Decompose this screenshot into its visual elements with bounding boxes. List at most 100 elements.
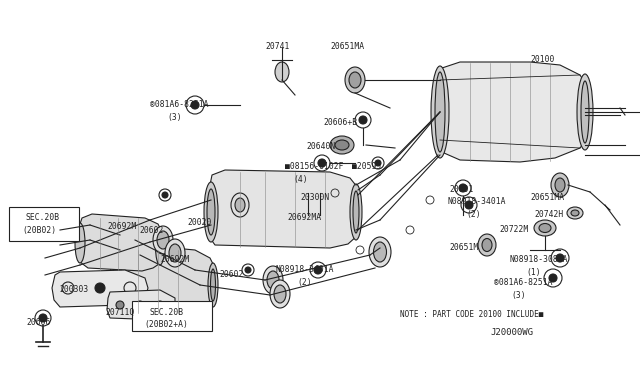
Circle shape [549,274,557,282]
Ellipse shape [555,178,565,192]
Ellipse shape [75,223,85,263]
Ellipse shape [165,239,185,267]
Circle shape [95,283,105,293]
Text: 20606+B: 20606+B [323,118,357,127]
Text: ®081A6-8251A: ®081A6-8251A [150,100,209,109]
Circle shape [116,301,124,309]
Text: 20692MA: 20692MA [287,213,321,222]
Ellipse shape [539,224,551,232]
Text: 20722M: 20722M [499,225,528,234]
Circle shape [556,254,564,262]
Text: ®081A6-8251A: ®081A6-8251A [494,278,552,287]
Ellipse shape [153,226,173,254]
FancyBboxPatch shape [132,301,212,331]
Ellipse shape [335,140,349,150]
Text: (1): (1) [526,268,541,277]
Circle shape [245,267,251,273]
Circle shape [156,301,164,309]
Ellipse shape [263,266,283,294]
Polygon shape [210,170,358,248]
Ellipse shape [435,72,445,152]
Text: 20651MA: 20651MA [530,193,564,202]
Circle shape [162,192,168,198]
Circle shape [39,314,47,322]
Ellipse shape [567,207,583,219]
Text: N08918-3401A: N08918-3401A [447,197,506,206]
Ellipse shape [274,285,286,303]
Text: (2): (2) [466,210,481,219]
Ellipse shape [207,189,215,235]
Text: 20602: 20602 [219,270,243,279]
Text: 20300N: 20300N [300,193,329,202]
Ellipse shape [169,244,181,262]
Ellipse shape [110,254,122,306]
Circle shape [136,301,144,309]
Ellipse shape [482,238,492,251]
Text: (3): (3) [167,113,182,122]
Text: 20606: 20606 [26,318,51,327]
Ellipse shape [369,237,391,267]
Ellipse shape [208,263,218,307]
Text: ■08156-6102F: ■08156-6102F [285,162,344,171]
Ellipse shape [113,261,119,299]
Ellipse shape [581,81,589,143]
Ellipse shape [374,242,387,262]
Text: 20602: 20602 [139,226,163,235]
Ellipse shape [270,280,290,308]
Text: (2): (2) [297,278,312,287]
Ellipse shape [350,184,362,240]
Text: 200303: 200303 [59,285,88,294]
Text: 20020: 20020 [187,218,211,227]
Ellipse shape [157,231,169,249]
Ellipse shape [211,269,216,301]
Ellipse shape [267,271,279,289]
Text: 20741: 20741 [265,42,289,51]
Text: J20000WG: J20000WG [490,328,533,337]
Ellipse shape [204,182,218,242]
Text: ■20595: ■20595 [352,162,381,171]
Text: N08918-3081A: N08918-3081A [509,255,568,264]
Text: 20711Q: 20711Q [105,308,134,317]
Circle shape [459,184,467,192]
Circle shape [191,101,199,109]
Polygon shape [107,290,175,320]
Text: NOTE : PART CODE 20100 INCLUDE■: NOTE : PART CODE 20100 INCLUDE■ [400,310,543,319]
Polygon shape [78,214,162,271]
Ellipse shape [551,173,569,197]
Ellipse shape [478,234,496,256]
Text: (4): (4) [293,175,308,184]
Ellipse shape [571,210,579,216]
Circle shape [375,160,381,166]
Ellipse shape [275,62,289,82]
Text: SEC.20B: SEC.20B [149,308,183,317]
Text: 20692M: 20692M [107,222,136,231]
Circle shape [314,266,322,274]
Text: SEC.20B: SEC.20B [26,213,60,222]
Ellipse shape [534,220,556,236]
Text: 20651MA: 20651MA [330,42,364,51]
Text: 20691: 20691 [449,185,474,194]
Ellipse shape [349,72,361,88]
Ellipse shape [231,193,249,217]
Text: 20640N: 20640N [306,142,335,151]
Circle shape [359,116,367,124]
Circle shape [465,201,473,209]
Text: 20692M: 20692M [160,255,189,264]
Text: 20100: 20100 [530,55,554,64]
Ellipse shape [235,198,245,212]
Text: (3): (3) [511,291,525,300]
Polygon shape [52,270,148,307]
Ellipse shape [431,66,449,158]
Text: (20B02): (20B02) [22,226,56,235]
Ellipse shape [330,136,354,154]
Polygon shape [438,62,590,162]
Polygon shape [114,244,215,314]
Ellipse shape [156,229,164,265]
Ellipse shape [345,67,365,93]
Text: N08918-3401A: N08918-3401A [276,265,335,274]
Text: 20742H: 20742H [534,210,563,219]
FancyBboxPatch shape [9,207,79,241]
Text: (20B02+A): (20B02+A) [144,320,188,329]
Circle shape [318,159,326,167]
Text: 20651M: 20651M [449,243,478,252]
